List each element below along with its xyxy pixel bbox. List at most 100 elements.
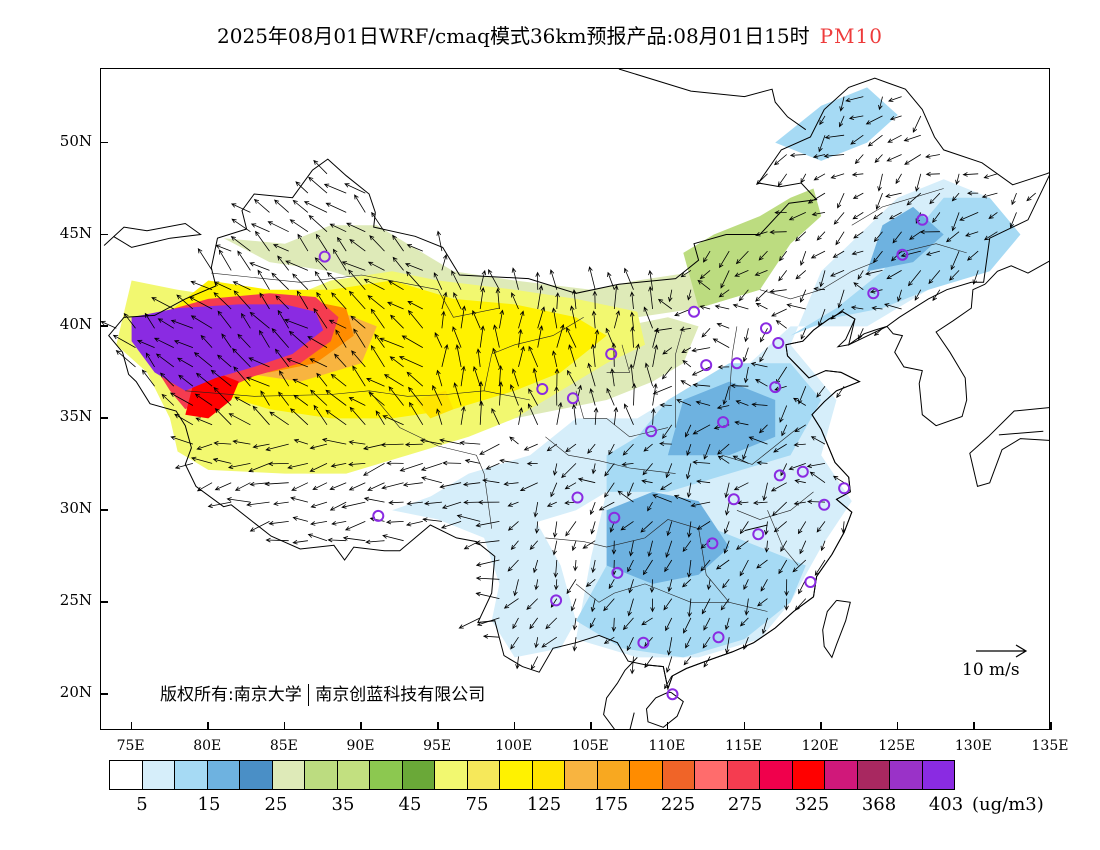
wind-arrow xyxy=(724,617,730,631)
wind-arrow xyxy=(482,634,500,639)
station-circle[interactable] xyxy=(611,566,624,579)
station-circle[interactable] xyxy=(608,511,621,524)
wind-arrow xyxy=(477,499,500,505)
lat-tick-label: 35N xyxy=(59,407,92,426)
station-circle[interactable] xyxy=(727,493,740,506)
station-circle[interactable] xyxy=(838,482,851,495)
wind-arrow xyxy=(665,540,673,558)
concentration-zone xyxy=(131,304,324,391)
coastline xyxy=(886,283,986,427)
station-circle[interactable] xyxy=(916,213,929,226)
wind-arrow xyxy=(869,288,883,294)
wind-arrow xyxy=(738,289,749,302)
legend-swatch xyxy=(889,760,923,790)
wind-arrow xyxy=(277,255,290,271)
station-markers xyxy=(318,213,929,701)
wind-arrow xyxy=(932,289,941,302)
station-circle[interactable] xyxy=(804,576,817,588)
wind-arrow xyxy=(213,386,232,406)
station-circle[interactable] xyxy=(700,359,713,372)
wind-arrow xyxy=(606,387,615,406)
wind-arrow xyxy=(404,442,423,447)
legend-value: 175 xyxy=(593,794,629,815)
station-circle[interactable] xyxy=(818,498,831,511)
lon-tick xyxy=(360,722,362,730)
wind-arrow xyxy=(365,539,385,545)
wind-arrow xyxy=(284,318,309,329)
map-panel[interactable] xyxy=(100,68,1050,730)
wind-arrow xyxy=(800,173,807,184)
wind-arrow xyxy=(686,559,692,578)
wind-arrow xyxy=(441,291,448,310)
wind-arrow xyxy=(382,534,404,542)
wind-arrow xyxy=(835,231,845,246)
wind-arrow xyxy=(622,617,634,631)
station-circle[interactable] xyxy=(645,425,658,438)
station-circle[interactable] xyxy=(772,337,785,349)
wind-arrow xyxy=(1009,212,1017,229)
wind-arrow xyxy=(644,362,653,387)
station-circle[interactable] xyxy=(550,594,563,607)
station-circle[interactable] xyxy=(706,537,719,550)
wind-arrow xyxy=(368,391,385,406)
wind-arrow xyxy=(951,192,960,202)
map-canvas[interactable] xyxy=(101,69,1050,730)
wind-arrow xyxy=(123,312,136,329)
wind-arrow xyxy=(485,463,500,470)
copyright-org1: 南京大学 xyxy=(233,685,302,705)
station-circle[interactable] xyxy=(637,636,650,649)
wind-arrow xyxy=(839,96,845,112)
station-circle[interactable] xyxy=(769,381,782,394)
station-circle[interactable] xyxy=(536,383,549,395)
wind-arrow xyxy=(460,405,466,425)
station-circle[interactable] xyxy=(773,469,786,482)
station-circle[interactable] xyxy=(318,250,331,263)
wind-arrow xyxy=(788,463,806,471)
station-circle[interactable] xyxy=(896,248,909,261)
legend-swatch xyxy=(596,760,630,790)
wind-arrow xyxy=(850,134,864,145)
wind-arrow xyxy=(965,231,979,237)
station-circle[interactable] xyxy=(730,357,743,370)
wind-arrow xyxy=(371,211,385,232)
wind-arrow xyxy=(651,407,656,425)
station-circle[interactable] xyxy=(666,688,679,701)
wind-arrow xyxy=(642,463,653,476)
wind-arrow xyxy=(664,675,673,690)
wind-arrow xyxy=(482,478,500,484)
wind-arrow xyxy=(925,153,940,159)
station-circle[interactable] xyxy=(867,287,880,300)
wind-arrow xyxy=(308,176,328,194)
wind-arrow xyxy=(818,135,826,153)
station-circle[interactable] xyxy=(571,491,584,504)
wind-arrow xyxy=(607,271,615,290)
station-circle[interactable] xyxy=(372,509,385,522)
wind-arrow xyxy=(590,343,596,367)
station-circle[interactable] xyxy=(717,416,730,429)
station-circle[interactable] xyxy=(712,631,725,644)
wind-arrow xyxy=(519,482,538,491)
wind-arrow xyxy=(652,385,672,395)
wind-arrow xyxy=(668,289,673,303)
wind-arrow xyxy=(527,403,539,425)
station-circle[interactable] xyxy=(566,392,579,405)
wind-arrow xyxy=(278,391,290,406)
station-circle[interactable] xyxy=(688,305,700,318)
wind-arrow xyxy=(151,297,174,310)
wind-arrow xyxy=(613,284,619,310)
wind-arrow xyxy=(743,579,749,591)
station-circle[interactable] xyxy=(605,348,618,360)
wind-arrow xyxy=(405,271,424,290)
concentration-zone xyxy=(683,188,822,309)
wind-arrow xyxy=(585,578,596,587)
wind-arrow xyxy=(593,407,599,425)
wind-arrow xyxy=(460,365,466,387)
station-circle[interactable] xyxy=(752,528,765,541)
wind-arrow xyxy=(348,440,366,445)
wind-arrow xyxy=(169,392,194,406)
station-circle[interactable] xyxy=(796,465,809,478)
wind-arrow xyxy=(603,598,615,612)
wind-arrow xyxy=(537,306,546,329)
wind-arrow xyxy=(812,154,826,159)
station-circle[interactable] xyxy=(760,322,772,335)
